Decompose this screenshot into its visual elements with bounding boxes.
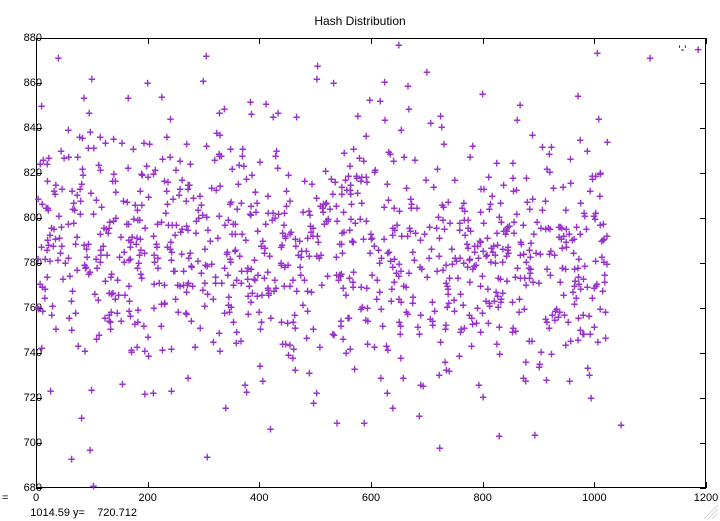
x-tick-label: 600 bbox=[362, 492, 380, 504]
legend-label: '-' bbox=[679, 44, 687, 56]
y-tick-mark bbox=[700, 398, 706, 399]
y-tick-mark bbox=[700, 488, 706, 489]
x-tick-mark bbox=[483, 38, 484, 44]
x-tick-mark bbox=[36, 482, 37, 488]
x-tick-mark bbox=[706, 38, 707, 44]
status-marker: = bbox=[2, 492, 8, 504]
y-tick-mark bbox=[700, 173, 706, 174]
plot-area bbox=[36, 38, 706, 488]
chart-title: Hash Distribution bbox=[0, 14, 720, 28]
x-tick-label: 1200 bbox=[694, 492, 718, 504]
x-tick-mark bbox=[259, 482, 260, 488]
y-tick-mark bbox=[700, 353, 706, 354]
y-tick-mark bbox=[36, 128, 42, 129]
resize-grip-icon bbox=[704, 505, 718, 519]
x-tick-label: 200 bbox=[138, 492, 156, 504]
x-tick-mark bbox=[594, 482, 595, 488]
x-tick-label: 0 bbox=[33, 492, 39, 504]
x-tick-mark bbox=[259, 38, 260, 44]
x-tick-label: 400 bbox=[250, 492, 268, 504]
x-tick-label: 800 bbox=[473, 492, 491, 504]
x-tick-mark bbox=[483, 482, 484, 488]
y-tick-mark bbox=[700, 83, 706, 84]
y-tick-mark bbox=[36, 83, 42, 84]
y-tick-mark bbox=[36, 398, 42, 399]
x-tick-mark bbox=[371, 482, 372, 488]
y-tick-mark bbox=[36, 218, 42, 219]
y-tick-mark bbox=[700, 218, 706, 219]
legend-marker-icon: + bbox=[694, 42, 702, 57]
y-tick-mark bbox=[36, 488, 42, 489]
y-tick-mark bbox=[700, 308, 706, 309]
y-tick-mark bbox=[36, 443, 42, 444]
legend: '-' + bbox=[679, 42, 702, 57]
x-tick-label: 1000 bbox=[582, 492, 606, 504]
y-tick-mark bbox=[700, 128, 706, 129]
y-tick-mark bbox=[36, 173, 42, 174]
status-coords: 1014.59 y= 720.712 bbox=[18, 507, 137, 519]
y-tick-mark bbox=[36, 308, 42, 309]
x-tick-mark bbox=[148, 482, 149, 488]
y-tick-mark bbox=[36, 263, 42, 264]
y-tick-mark bbox=[700, 263, 706, 264]
y-tick-mark bbox=[36, 353, 42, 354]
y-tick-mark bbox=[700, 443, 706, 444]
x-tick-mark bbox=[706, 482, 707, 488]
x-tick-mark bbox=[371, 38, 372, 44]
x-tick-mark bbox=[36, 38, 37, 44]
x-tick-mark bbox=[594, 38, 595, 44]
x-tick-mark bbox=[148, 38, 149, 44]
